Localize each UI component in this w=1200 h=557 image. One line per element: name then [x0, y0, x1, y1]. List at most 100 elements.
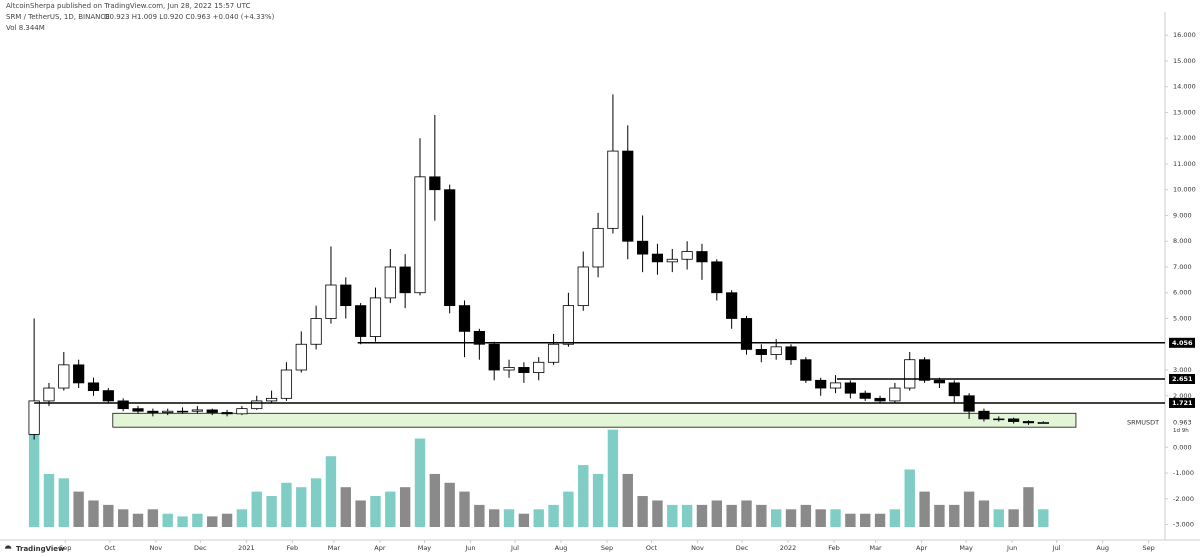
candle-body	[488, 343, 500, 371]
y-tick-label: -2.000	[1173, 495, 1194, 503]
x-tick-label: Dec	[736, 544, 749, 552]
volume-bar	[518, 513, 530, 527]
y-tick-label: 6.000	[1173, 289, 1192, 297]
logo-icon: ⯊	[5, 545, 12, 554]
candle-body	[295, 343, 307, 371]
y-tick-label: 5.000	[1173, 314, 1192, 322]
volume-bar	[815, 509, 826, 527]
candle-body	[265, 397, 278, 402]
volume-bar	[592, 473, 604, 527]
candle-body	[414, 176, 426, 294]
volume-bar	[548, 504, 559, 527]
volume-bar	[800, 504, 812, 527]
volume-bar	[696, 504, 708, 527]
volume-bar	[429, 473, 441, 527]
volume-bar	[251, 491, 262, 527]
candle-body	[325, 284, 337, 319]
candle-body	[251, 400, 263, 410]
volume-bar	[934, 504, 945, 527]
volume-bar	[355, 500, 366, 527]
candle-body	[622, 150, 634, 242]
candle-body	[785, 346, 797, 361]
volume-bar	[414, 438, 426, 527]
candle-body	[592, 227, 604, 268]
volume-bar	[963, 491, 975, 527]
volume-bar	[978, 500, 990, 527]
volume-bar	[637, 496, 648, 527]
candle-body	[533, 361, 545, 373]
candle-body	[280, 369, 293, 399]
last-symbol: SRMUSDT	[1127, 418, 1159, 426]
x-tick-label: Apr	[916, 544, 928, 552]
volume-bar	[281, 482, 292, 527]
level-label-bg	[1169, 373, 1195, 384]
volume-bar	[296, 487, 307, 527]
candle-body	[310, 318, 322, 345]
x-tick-label: Jun	[1006, 544, 1017, 552]
last-price: 0.963	[1173, 418, 1192, 426]
y-tick-label: 14.000	[1173, 83, 1196, 91]
candle-body	[384, 266, 396, 299]
candle-body	[815, 379, 827, 389]
volume-bar	[578, 465, 589, 527]
volume-bar	[132, 513, 144, 527]
volume-bar	[681, 504, 693, 527]
volume-bar	[192, 513, 203, 527]
volume-bar	[325, 456, 337, 527]
volume-bar	[993, 509, 1004, 527]
candle-body	[162, 410, 174, 413]
volume-bar	[1008, 509, 1019, 527]
candle-body	[429, 176, 441, 191]
volume-bar	[58, 478, 70, 527]
candle-body	[102, 390, 114, 402]
volume-bar	[889, 509, 901, 527]
volume-bar	[444, 482, 455, 527]
x-tick-label: Sep	[59, 544, 71, 552]
candle-body	[844, 382, 856, 394]
volume-bar	[236, 509, 248, 527]
candle-body	[933, 379, 946, 384]
volume-bar	[860, 513, 871, 527]
candle-body	[1008, 418, 1020, 422]
volume-bar	[147, 509, 159, 527]
candle-body	[221, 412, 233, 415]
volume-bar	[919, 491, 930, 527]
candle-body	[889, 387, 901, 402]
candle-body	[176, 410, 189, 413]
level-label: 2.651	[1172, 375, 1193, 383]
x-tick-label: Jul	[1052, 544, 1061, 552]
candle-body	[117, 400, 129, 410]
candle-body	[948, 382, 960, 397]
candle-body	[562, 305, 574, 345]
x-tick-label: Apr	[374, 544, 386, 552]
volume-bar	[904, 469, 915, 527]
symbol: SRM / TetherUS, 1D, BINANCE	[6, 13, 110, 21]
candle-body	[473, 330, 485, 345]
volume-bar	[622, 473, 633, 527]
x-tick-label: Aug	[555, 544, 568, 552]
volume-bar	[756, 504, 767, 527]
y-tick-label: 10.000	[1173, 186, 1196, 194]
logo: TradingView	[16, 545, 65, 553]
candle-body	[355, 305, 367, 337]
volume-bar	[563, 491, 574, 527]
volume-bar	[221, 513, 233, 527]
volume-bar	[103, 504, 114, 527]
candle-body	[681, 251, 693, 260]
volume-bar	[845, 513, 856, 527]
candle-body	[711, 261, 723, 294]
y-tick-label: 9.000	[1173, 211, 1192, 219]
level-label-bg	[1169, 337, 1195, 348]
x-tick-label: Aug	[1096, 544, 1109, 552]
level-label: 4.056	[1172, 339, 1193, 347]
candle-body	[28, 400, 40, 435]
volume-bar	[177, 516, 188, 527]
candle-body	[43, 387, 55, 402]
x-tick-label: Mar	[869, 544, 882, 552]
y-tick-label: 16.000	[1173, 31, 1196, 39]
candle-body	[340, 284, 352, 307]
candle-body	[503, 367, 515, 371]
candle-body	[87, 382, 100, 392]
y-tick-label: 2.000	[1173, 392, 1192, 400]
candle-body	[859, 392, 871, 399]
